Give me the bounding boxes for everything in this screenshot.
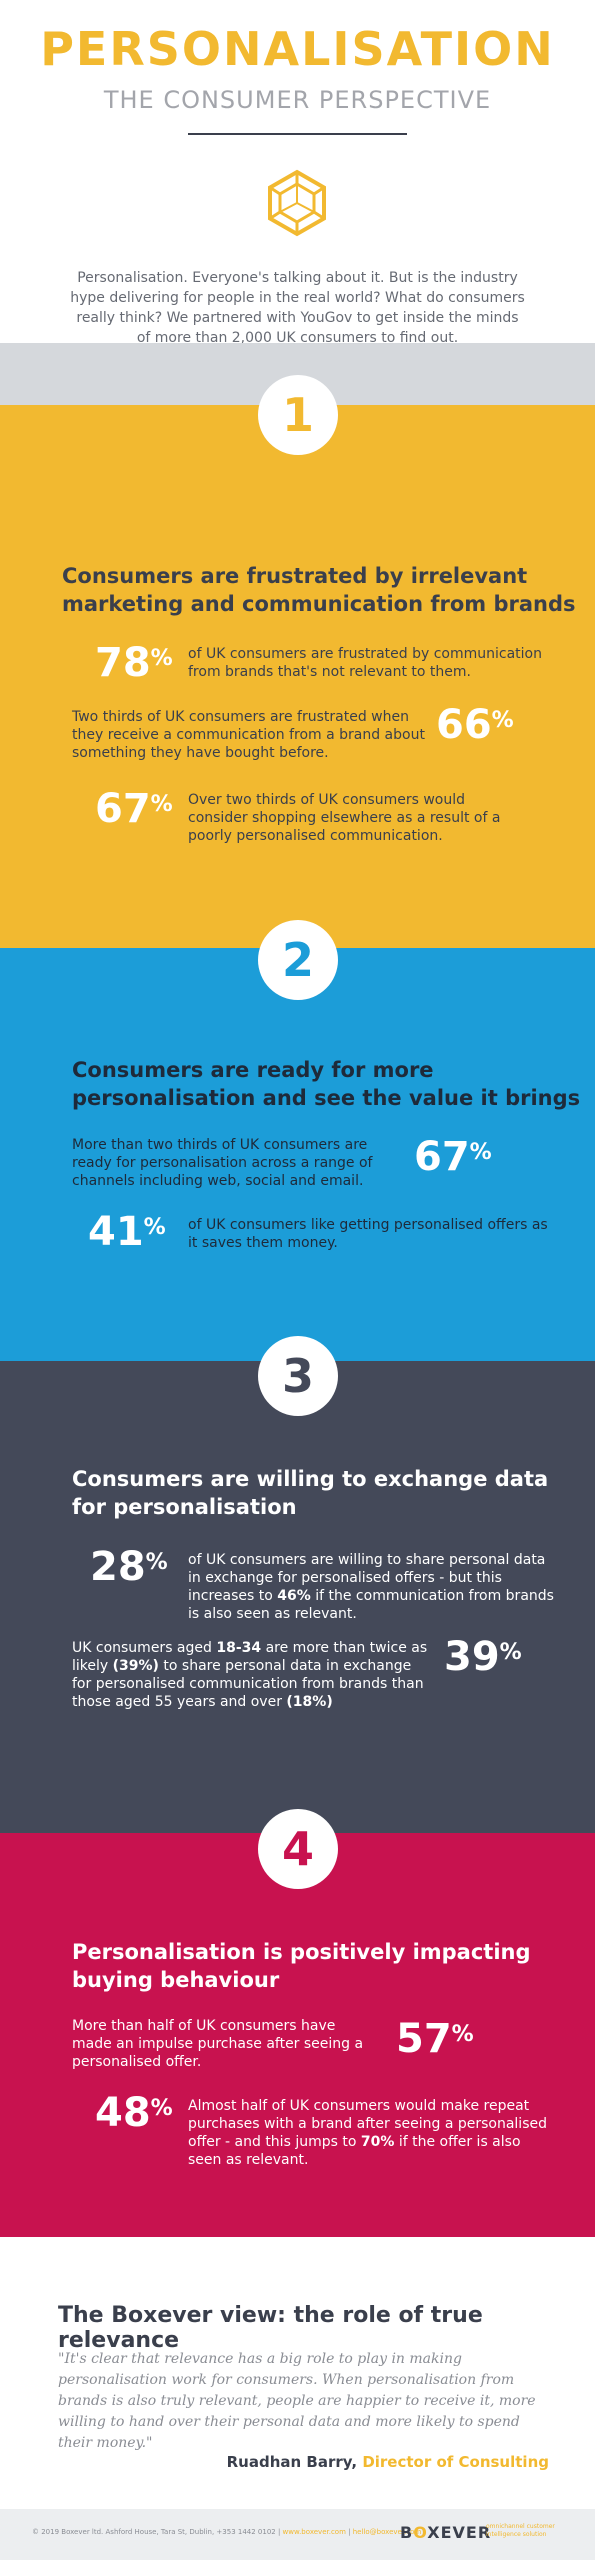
author-role: Director of Consulting [362,2453,549,2471]
heading-line: Consumers are frustrated by irrelevant [62,564,528,588]
intro-text: Personalisation. Everyone's talking abou… [70,270,525,346]
quote-author: Ruadhan Barry, Director of Consulting [227,2453,549,2471]
heading-line: buying behaviour [72,1968,280,1992]
boxever-view: The Boxever view: the role of true relev… [0,2237,595,2509]
stat-value: 28% [90,1544,168,1590]
section-1: 1 Consumers are frustrated by irrelevant… [0,375,595,948]
boxever-logo: BOXEVER [400,2523,492,2542]
author-name: Ruadhan Barry, [226,2453,358,2471]
stat-text: Almost half of UK consumers would make r… [188,2098,547,2168]
heading-line: for personalisation [72,1495,297,1519]
footer: © 2019 Boxever ltd. Ashford House, Tara … [0,2509,595,2560]
footer-tagline: omnichannel customer intelligence soluti… [486,2523,555,2538]
stat-value: 66% [436,702,514,748]
section-number: 2 [258,920,338,1000]
page-title: PERSONALISATION [40,22,555,76]
heading-line: Personalisation is positively impacting [72,1940,531,1964]
section-2: 2 Consumers are ready for more personali… [0,920,595,1361]
heading-line: personalisation and see the value it bri… [72,1086,581,1110]
boxever-quote: "It's clear that relevance has a big rol… [58,2351,536,2451]
section-heading: Personalisation is positively impacting … [72,1938,531,1994]
section-number: 1 [258,375,338,455]
footer-separator: | [348,2528,351,2536]
stat-value: 78% [95,640,173,686]
section-3: 3 Consumers are willing to exchange data… [0,1336,595,1833]
footer-contact: © 2019 Boxever ltd. Ashford House, Tara … [32,2528,421,2536]
stat-text: of UK consumers like getting personalise… [188,1217,548,1251]
stat-text: of UK consumers are willing to share per… [188,1552,554,1622]
stat-text: Over two thirds of UK consumers would co… [188,792,501,844]
stat-value: 41% [88,1209,166,1255]
section-heading: Consumers are ready for more personalisa… [72,1056,580,1112]
title-divider [188,133,407,135]
stat-value: 67% [95,786,173,832]
boxever-view-heading: The Boxever view: the role of true relev… [58,2303,483,2353]
footer-copyright: © 2019 Boxever ltd. Ashford House, Tara … [32,2528,281,2536]
website-link[interactable]: www.boxever.com [282,2528,346,2536]
section-number: 3 [258,1336,338,1416]
stat-value: 67% [414,1134,492,1180]
heading-line: Consumers are ready for more [72,1058,434,1082]
section-4: 4 Personalisation is positively impactin… [0,1809,595,2237]
page-subtitle: THE CONSUMER PERSPECTIVE [103,86,492,114]
email-link[interactable]: hello@boxever.com [352,2528,422,2536]
stat-value: 39% [444,1634,522,1680]
stat-text: More than two thirds of UK consumers are… [72,1137,373,1189]
header: PERSONALISATION THE CONSUMER PERSPECTIVE… [0,0,595,346]
section-heading: Consumers are willing to exchange data f… [72,1465,548,1521]
stat-text: UK consumers aged 18-34 are more than tw… [72,1640,428,1710]
heading-line: Consumers are willing to exchange data [72,1467,549,1491]
section-number: 4 [258,1809,338,1889]
hexagon-cube-icon [262,168,332,238]
heading-line: marketing and communication from brands [62,592,576,616]
section-heading: Consumers are frustrated by irrelevant m… [62,562,576,618]
stat-text: Two thirds of UK consumers are frustrate… [72,709,425,761]
stat-value: 48% [95,2090,173,2136]
stat-text: More than half of UK consumers have made… [72,2018,364,2070]
stat-value: 57% [396,2016,474,2062]
stat-text: of UK consumers are frustrated by commun… [188,646,542,680]
